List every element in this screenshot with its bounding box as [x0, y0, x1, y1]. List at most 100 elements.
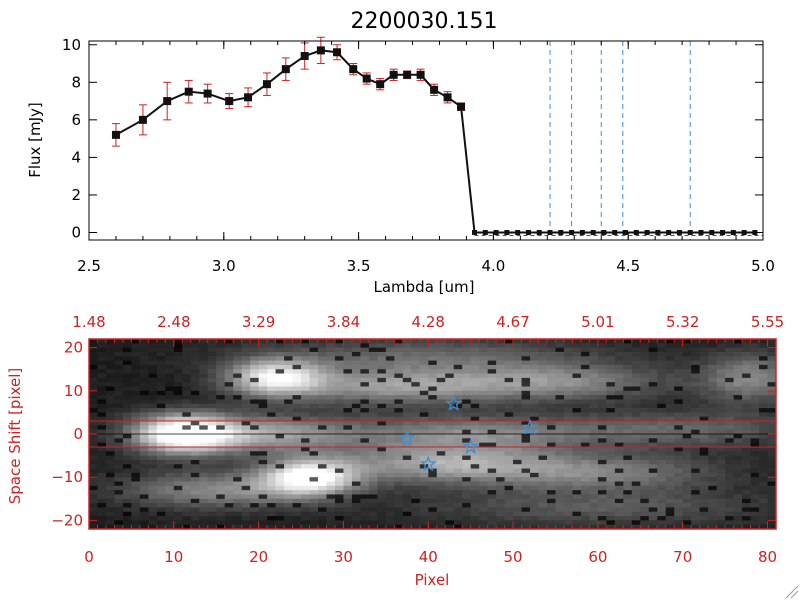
heatmap-cell — [292, 373, 302, 379]
heatmap-cell — [699, 498, 709, 504]
heatmap-cell — [97, 494, 107, 500]
heatmap-cell — [368, 425, 378, 431]
heatmap-cell — [589, 459, 599, 465]
heatmap-cell — [657, 399, 667, 405]
heatmap-cell — [182, 395, 192, 400]
heatmap-cell — [156, 524, 166, 530]
heatmap-cell — [428, 386, 438, 392]
heatmap-cell — [750, 434, 760, 439]
heatmap-cell — [199, 339, 209, 344]
heatmap-cell — [547, 377, 556, 383]
heatmap-cell — [504, 343, 514, 349]
heatmap-cell — [114, 360, 124, 366]
heatmap-cell — [750, 364, 760, 370]
heatmap-cell — [563, 364, 573, 370]
heatmap-cell — [513, 421, 522, 426]
wavelength-top-axis: 1.48 2.48 3.29 3.84 4.28 4.67 5.01 5.32 5.55 — [72, 313, 784, 347]
heatmap-cell — [708, 434, 718, 439]
heatmap-cell — [419, 464, 429, 469]
heatmap-cell — [750, 343, 760, 349]
heatmap-cell — [368, 364, 378, 370]
heatmap-cell — [759, 403, 768, 409]
heatmap-cell — [665, 339, 675, 344]
heatmap-cell — [224, 438, 234, 444]
heatmap-cell — [428, 416, 438, 422]
star-marker-2 — [419, 455, 437, 472]
heatmap-cell — [640, 343, 650, 349]
heatmap-cell — [674, 455, 684, 461]
heatmap-cell — [631, 434, 641, 439]
heatmap-cell — [173, 516, 183, 521]
heatmap-cell — [479, 490, 489, 495]
heatmap-cell — [521, 403, 531, 409]
heatmap-cell — [190, 364, 200, 370]
heatmap-cell — [334, 364, 344, 370]
heatmap-cell — [589, 360, 599, 366]
heatmap-cell — [750, 503, 760, 508]
heatmap-cell — [538, 408, 548, 413]
heatmap-cell — [623, 412, 633, 418]
heatmap-cell — [496, 360, 505, 366]
heatmap-cell — [377, 434, 387, 439]
heatmap-cell — [89, 438, 98, 444]
heatmap-cell — [360, 386, 370, 392]
heatmap-cell — [648, 511, 658, 517]
heatmap-cell — [301, 472, 310, 478]
heatmap-cell — [682, 416, 692, 422]
heatmap-cell — [284, 351, 293, 357]
heatmap-cell — [139, 472, 149, 478]
heatmap-cell — [682, 395, 692, 400]
heatmap-cell — [733, 468, 743, 474]
heatmap-cell — [606, 477, 616, 482]
heatmap-cell — [648, 386, 658, 392]
heatmap-cell — [224, 421, 234, 426]
heatmap-cell — [207, 503, 217, 508]
heatmap-cell — [377, 490, 387, 495]
heatmap-cell — [665, 412, 675, 418]
heatmap-cell — [241, 416, 251, 422]
heatmap-cell — [368, 459, 378, 465]
heatmap-cell — [89, 472, 98, 478]
heatmap-cell — [623, 481, 633, 487]
heatmap-cell — [631, 498, 641, 504]
heatmap-cell — [385, 485, 395, 491]
heatmap-cell — [648, 490, 658, 495]
heatmap-cell — [258, 481, 268, 487]
heatmap-cell — [623, 442, 633, 448]
heatmap-cell — [139, 459, 149, 465]
heatmap-cell — [267, 390, 276, 396]
heatmap-cell — [402, 360, 412, 366]
heatmap-cell — [139, 494, 149, 500]
heatmap-cell — [479, 364, 489, 370]
heatmap-cell — [301, 468, 310, 474]
heatmap-cell — [318, 421, 327, 426]
heatmap-cell — [733, 455, 743, 461]
heatmap-cell — [648, 516, 658, 521]
heatmap-cell — [165, 455, 175, 461]
heatmap-cell — [708, 438, 718, 444]
heatmap-cell — [563, 425, 573, 431]
heatmap-cell — [572, 399, 582, 405]
heatmap-cell — [318, 429, 327, 435]
heatmap-cell — [182, 360, 192, 366]
heatmap-cell — [708, 511, 718, 517]
heatmap-cell — [580, 477, 590, 482]
heatmap-cell — [708, 408, 718, 413]
resize-grip-icon[interactable] — [785, 585, 799, 599]
heatmap-cell — [360, 434, 370, 439]
heatmap-cell — [97, 507, 107, 513]
heatmap-cell — [114, 468, 124, 474]
heatmap-cell — [156, 373, 166, 379]
heatmap-cell — [640, 386, 650, 392]
heatmap-cell — [139, 347, 149, 353]
heatmap-cell — [445, 347, 455, 353]
data-point-30 — [569, 229, 575, 235]
heatmap-cell — [411, 503, 421, 508]
heatmap-cell — [173, 520, 183, 526]
heatmap-cell — [665, 490, 675, 495]
heatmap-cell — [716, 446, 726, 452]
heatmap-cell — [580, 382, 590, 387]
heatmap-cell — [614, 464, 624, 469]
heatmap-cell — [385, 434, 395, 439]
heatmap-cell — [224, 477, 234, 482]
